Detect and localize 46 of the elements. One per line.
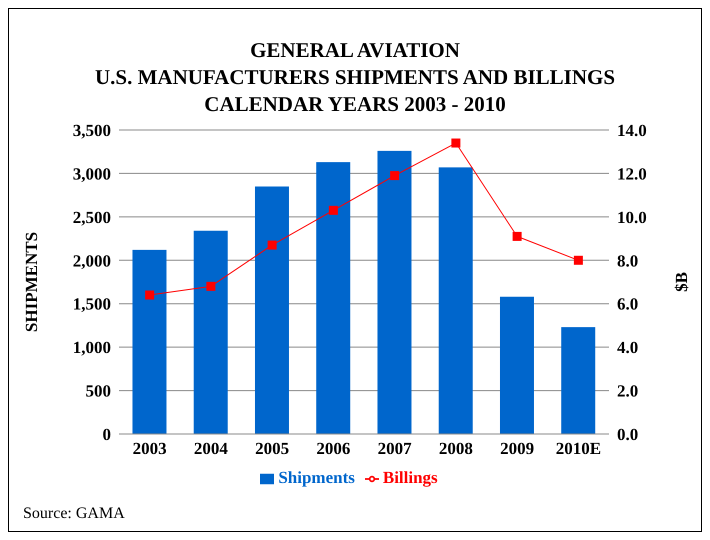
bar xyxy=(316,162,350,434)
x-tick-label: 2008 xyxy=(438,439,473,458)
bar xyxy=(377,150,412,434)
y-tick-label: 3,000 xyxy=(72,164,111,184)
point xyxy=(268,240,277,250)
x-tick-label: 2003 xyxy=(132,439,167,458)
point xyxy=(512,232,522,241)
bar xyxy=(500,296,534,434)
legend-label: Billings xyxy=(382,468,438,487)
x-tick-label: 2005 xyxy=(255,439,290,458)
bar xyxy=(561,327,596,434)
y-axis-title: SHIPMENTS xyxy=(22,232,42,332)
bar xyxy=(438,167,473,434)
x-tick-label: 2006 xyxy=(316,439,350,458)
chart-title: GENERAL AVIATION U.S. MANUFACTURERS SHIPMENTS AND BILLINGS CALENDAR YEARS 2003 - 2010 xyxy=(94,37,616,118)
point xyxy=(206,282,216,291)
y2-tick-label: 6.0 xyxy=(617,294,638,314)
x-tick-label: 2009 xyxy=(500,439,534,458)
y2-tick-label: 10.0 xyxy=(617,208,647,227)
point xyxy=(390,171,400,180)
point xyxy=(145,290,154,300)
y-tick-label: 1,000 xyxy=(72,338,111,358)
y-tick-label: 2,000 xyxy=(72,251,111,270)
y2-tick-label: 12.0 xyxy=(617,164,647,184)
y-tick-label: 2,500 xyxy=(72,208,111,227)
y-tick-label: 3,500 xyxy=(72,121,111,140)
y2-tick-label: 0.0 xyxy=(617,425,638,444)
point xyxy=(574,256,583,265)
bar xyxy=(194,230,228,434)
y-tick-label: 500 xyxy=(86,382,111,401)
point xyxy=(451,138,460,148)
source-note: Source: GAMA xyxy=(23,505,125,523)
y-tick-label: 0 xyxy=(102,425,111,444)
x-tick-label: 2007 xyxy=(378,439,412,458)
y2-tick-label: 4.0 xyxy=(617,338,638,358)
x-tick-label: 2004 xyxy=(194,439,228,458)
y2-tick-label: 2.0 xyxy=(617,382,638,401)
bar xyxy=(254,186,289,434)
point xyxy=(328,206,338,215)
legend-label: Shipments xyxy=(278,468,355,487)
y2-tick-label: 8.0 xyxy=(617,251,638,270)
x-tick-label: 2010E xyxy=(556,439,602,458)
y-tick-label: 1,500 xyxy=(72,294,111,314)
bar xyxy=(132,250,166,434)
y2-tick-label: 14.0 xyxy=(617,121,647,140)
y2-axis-title: $B xyxy=(672,272,692,292)
